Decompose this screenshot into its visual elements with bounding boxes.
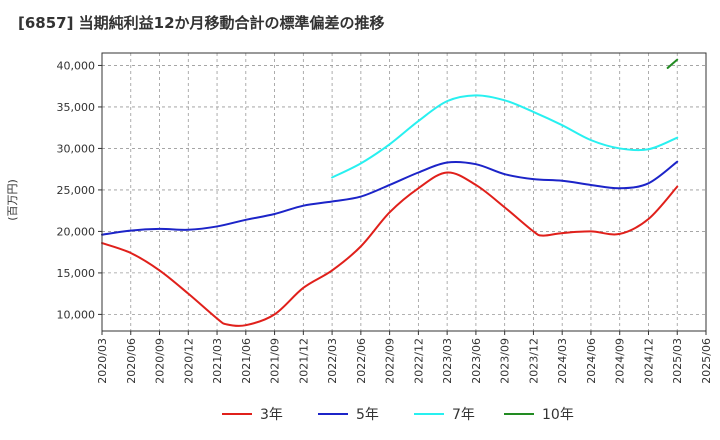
- x-tick-label: 2024/06: [585, 338, 598, 384]
- legend-label-3: 7年: [452, 407, 475, 423]
- legend-label-1: 3年: [260, 407, 283, 423]
- y-tick-label: 40,000: [57, 59, 96, 72]
- x-tick-label: 2025/03: [671, 338, 684, 384]
- series-line-3: [331, 94, 679, 179]
- plot-frame: [101, 52, 707, 332]
- series-line-2: [101, 160, 679, 236]
- x-tick-label: 2024/03: [556, 338, 569, 384]
- y-tick-label: 25,000: [57, 184, 96, 197]
- y-axis-label: (百万円): [6, 179, 19, 221]
- x-tick-label: 2020/03: [96, 338, 109, 384]
- legend-label-4: 10年: [542, 407, 574, 423]
- x-tick-label: 2020/09: [154, 338, 167, 384]
- x-tick-label: 2022/12: [412, 338, 425, 384]
- x-tick-label: 2021/12: [297, 338, 310, 384]
- x-tick-label: 2022/03: [326, 338, 339, 384]
- x-tick-label: 2020/12: [182, 338, 195, 384]
- chart-title: [6857] 当期純利益12か月移動合計の標準偏差の推移: [18, 14, 385, 32]
- y-tick-label: 35,000: [57, 101, 96, 114]
- x-tick-label: 2021/03: [211, 338, 224, 384]
- y-tick-label: 30,000: [57, 142, 96, 155]
- x-tick-label: 2020/06: [125, 338, 138, 384]
- y-tick-label: 20,000: [57, 225, 96, 238]
- y-tick-labels: 10,000 15,000 20,000 25,000 30,000 35,000 40,0…: [57, 59, 96, 321]
- plot-area: [102, 53, 706, 331]
- y-tick-label: 15,000: [57, 267, 96, 280]
- x-tick-label: 2025/06: [700, 338, 713, 384]
- x-tick-label: 2022/09: [384, 338, 397, 384]
- x-tick-label: 2024/12: [642, 338, 655, 384]
- x-tick-label: 2023/12: [527, 338, 540, 384]
- x-tick-label: 2024/09: [614, 338, 627, 384]
- series-line-4: [666, 58, 679, 69]
- series-line-1: [101, 171, 679, 327]
- x-tick-label: 2021/06: [240, 338, 253, 384]
- x-tick-label: 2023/09: [499, 338, 512, 384]
- legend: 3年 5年 7年 10年: [222, 407, 574, 423]
- x-tick-label: 2022/06: [355, 338, 368, 384]
- x-tick-labels: 2020/03 2020/06 2020/09 2020/12 2021/03 2021/…: [96, 338, 713, 384]
- legend-label-2: 5年: [356, 407, 379, 423]
- x-tick-label: 2023/06: [470, 338, 483, 384]
- x-tick-label: 2023/03: [441, 338, 454, 384]
- x-tick-label: 2021/09: [269, 338, 282, 384]
- y-tick-label: 10,000: [57, 308, 96, 321]
- series-layer: [101, 58, 679, 327]
